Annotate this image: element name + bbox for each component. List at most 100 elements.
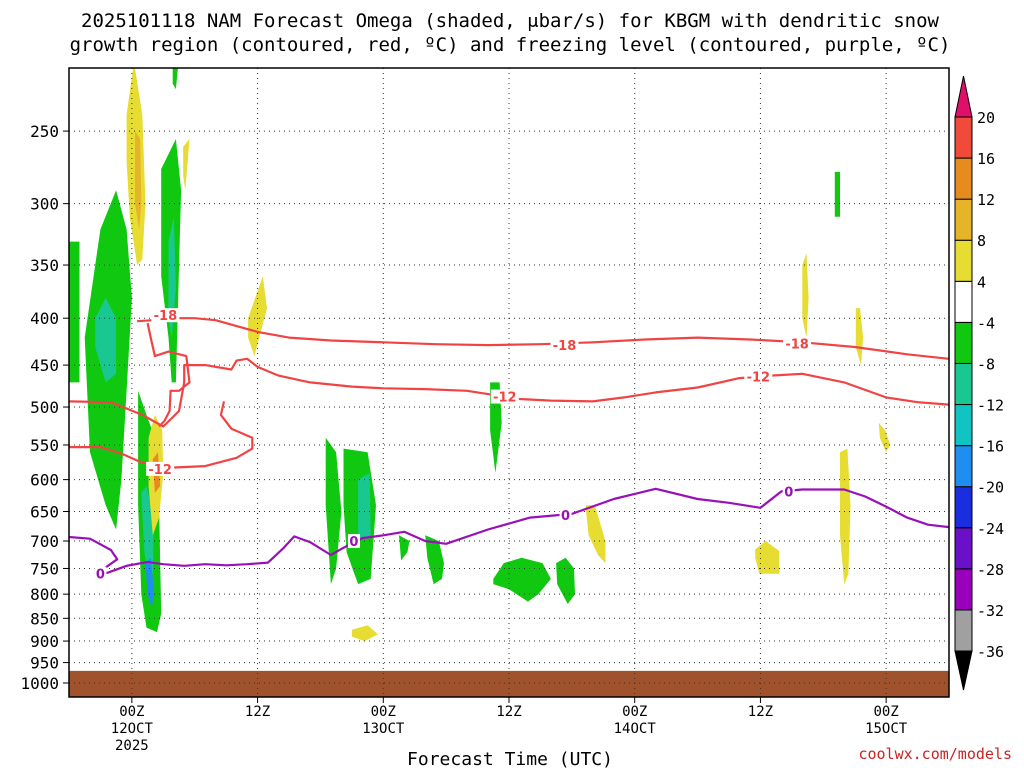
contour--12b <box>69 401 254 469</box>
colorbar-label-2: -28 <box>977 561 1004 579</box>
colorbar-bin-5 <box>954 404 973 447</box>
colorbar-label-0: -36 <box>977 643 1004 661</box>
omega-shade-28 <box>855 308 864 366</box>
y-tick-label-550: 550 <box>30 436 59 455</box>
y-tick-label-900: 900 <box>30 632 59 651</box>
colorbar: -36 -32 -28 -24 -20 -16 -12 -8 -4 4 8 12 16 20 <box>954 75 1004 691</box>
colorbar-label-8: -4 <box>977 314 995 332</box>
omega-shade-11 <box>145 557 154 609</box>
y-tick-label-650: 650 <box>30 502 59 521</box>
contour-label-8: 0 <box>349 535 358 550</box>
contour--18b <box>146 322 191 428</box>
contour-label-3: -12 <box>493 391 517 406</box>
y-tick-label-500: 500 <box>30 398 59 417</box>
colorbar-label-10: 8 <box>977 232 986 250</box>
x-tick-label-6: 00Z <box>119 704 144 720</box>
colorbar-under-triangle <box>954 650 973 691</box>
contour-label-bg-4 <box>744 369 773 384</box>
colorbar-label-1: -32 <box>977 602 1004 620</box>
colorbar-label-6: -12 <box>977 397 1004 415</box>
x-tick-label-42: 12Z <box>496 704 521 720</box>
contour-label-2: -18 <box>785 337 809 352</box>
contour-label-bg-7 <box>782 484 795 499</box>
omega-shade-18 <box>351 625 378 642</box>
colorbar-label-7: -8 <box>977 355 995 373</box>
y-tick-label-1000: 1000 <box>20 674 59 693</box>
colorbar-bin-6 <box>954 362 973 406</box>
omega-shade-2 <box>95 297 117 383</box>
contours: -18 -18 -18 -12 -12 -12 0 0 0 0 <box>68 308 950 583</box>
omega-shade-20 <box>425 535 444 585</box>
omega-shade-0 <box>69 241 80 383</box>
x-tick-label-66: 12Z <box>748 704 773 720</box>
contour-label-4: -12 <box>747 370 771 385</box>
x-tick-date-6: 12OCT <box>111 721 154 737</box>
omega-shade-8 <box>183 139 190 191</box>
colorbar-label-11: 12 <box>977 191 995 209</box>
colorbar-bin-8 <box>954 280 973 323</box>
contour-label-6: 0 <box>561 509 570 524</box>
x-tick-date-54: 14OCT <box>614 721 657 737</box>
colorbar-bin-1 <box>954 568 973 611</box>
colorbar-bin-4 <box>954 445 973 488</box>
colorbar-label-12: 16 <box>977 150 995 168</box>
omega-shade-30 <box>878 422 891 453</box>
colorbar-bin-7 <box>954 321 973 364</box>
contour-label-bg-2 <box>783 336 812 351</box>
omega-shade-17 <box>358 472 371 541</box>
y-tick-label-700: 700 <box>30 532 59 551</box>
omega-shade-21 <box>490 382 502 473</box>
contour-label-bg-1 <box>550 338 579 353</box>
chart-title-line1: 2025101118 NAM Forecast Omega (shaded, μ… <box>81 10 939 32</box>
omega-shade-23 <box>556 557 575 604</box>
y-tick-label-950: 950 <box>30 654 59 673</box>
omega-shade-14 <box>248 276 267 357</box>
x-tick-label-18: 12Z <box>245 704 270 720</box>
plot-background <box>69 68 949 697</box>
colorbar-bin-9 <box>954 239 973 282</box>
x-axis-label: Forecast Time (UTC) <box>407 749 613 768</box>
colorbar-label-13: 20 <box>977 109 995 127</box>
y-tick-label-250: 250 <box>30 122 59 141</box>
y-axis: 250 300 350 400 450 500 550 600 650 700 750 800 850 9… <box>20 122 69 693</box>
omega-shade-27 <box>834 171 840 217</box>
chart-title-line2: growth region (contoured, red, ºC) and f… <box>70 34 951 56</box>
colorbar-label-3: -24 <box>977 520 1004 538</box>
colorbar-over-triangle <box>954 75 973 118</box>
y-tick-label-300: 300 <box>30 195 59 214</box>
y-tick-label-350: 350 <box>30 256 59 275</box>
colorbar-label-4: -20 <box>977 479 1004 497</box>
y-tick-label-850: 850 <box>30 609 59 628</box>
colorbar-bin-3 <box>954 486 973 529</box>
omega-shade-26 <box>802 253 809 338</box>
colorbar-bin-0 <box>954 609 973 652</box>
omega-shade-7 <box>172 68 178 90</box>
omega-shade-29 <box>840 448 851 585</box>
omega-shade-25 <box>755 541 780 574</box>
x-tick-year-6: 2025 <box>115 738 149 754</box>
contour-label-7: 0 <box>784 485 793 500</box>
y-tick-label-750: 750 <box>30 559 59 578</box>
omega-shade-24 <box>585 505 606 564</box>
x-tick-label-54: 00Z <box>622 704 647 720</box>
omega-shade-15 <box>325 437 342 585</box>
contour-label-1: -18 <box>553 339 577 354</box>
contour-label-bg-5 <box>146 461 175 476</box>
omega-shade-4 <box>135 131 142 230</box>
contour-label-bg-8 <box>347 533 360 548</box>
contour-label-9: 0 <box>96 568 105 583</box>
credit-text: coolwx.com/models <box>858 745 1012 763</box>
omega-shade-22 <box>493 557 551 602</box>
colorbar-bin-2 <box>954 527 973 570</box>
x-tick-date-78: 15OCT <box>865 721 908 737</box>
y-tick-label-450: 450 <box>30 356 59 375</box>
y-tick-label-400: 400 <box>30 309 59 328</box>
contour-label-bg-9 <box>94 566 107 581</box>
x-tick-label-30: 00Z <box>371 704 396 720</box>
omega-shade-19 <box>399 535 410 561</box>
contour-label-bg-3 <box>490 389 519 404</box>
contour-label-0: -18 <box>154 309 178 324</box>
contour-label-bg-6 <box>559 508 572 523</box>
colorbar-bin-10 <box>954 198 973 241</box>
